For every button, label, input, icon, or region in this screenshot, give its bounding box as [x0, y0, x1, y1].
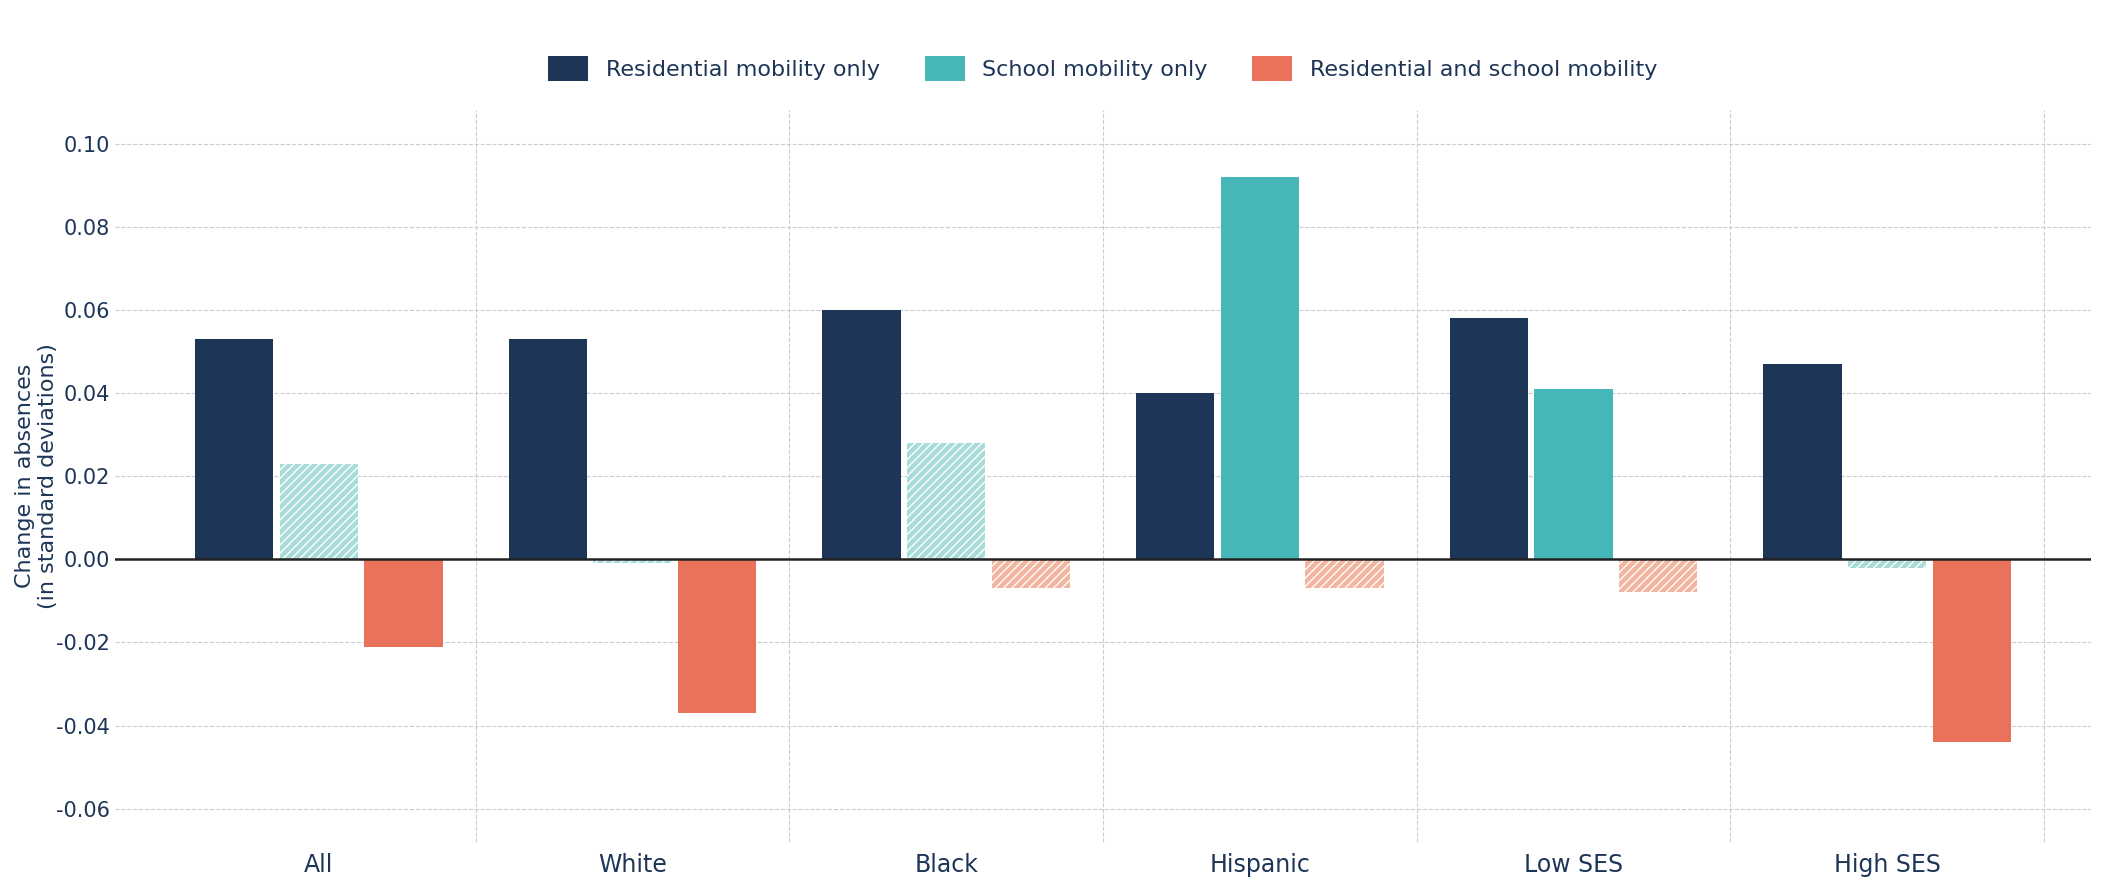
Bar [1135, 393, 1215, 559]
Bar [1535, 389, 1613, 559]
Bar [1847, 559, 1927, 567]
Bar [196, 339, 274, 559]
Bar [908, 442, 986, 559]
Bar [1620, 559, 1697, 592]
Bar [1933, 559, 2011, 742]
Bar [992, 559, 1070, 589]
Bar [992, 559, 1070, 589]
Bar [280, 464, 358, 559]
Bar [1306, 559, 1384, 589]
Bar [1221, 177, 1299, 559]
Bar [364, 559, 442, 647]
Bar [1763, 364, 1841, 559]
Bar [280, 464, 358, 559]
Bar [1449, 318, 1529, 559]
Bar [678, 559, 756, 713]
Legend: Residential mobility only, School mobility only, Residential and school mobility: Residential mobility only, School mobili… [548, 55, 1657, 81]
Y-axis label: Change in absences
(in standard deviations): Change in absences (in standard deviatio… [15, 343, 59, 609]
Bar [1620, 559, 1697, 592]
Bar [594, 559, 672, 564]
Bar [594, 559, 672, 564]
Bar [908, 442, 986, 559]
Bar [821, 310, 901, 559]
Bar [1306, 559, 1384, 589]
Bar [508, 339, 588, 559]
Bar [1847, 559, 1927, 567]
